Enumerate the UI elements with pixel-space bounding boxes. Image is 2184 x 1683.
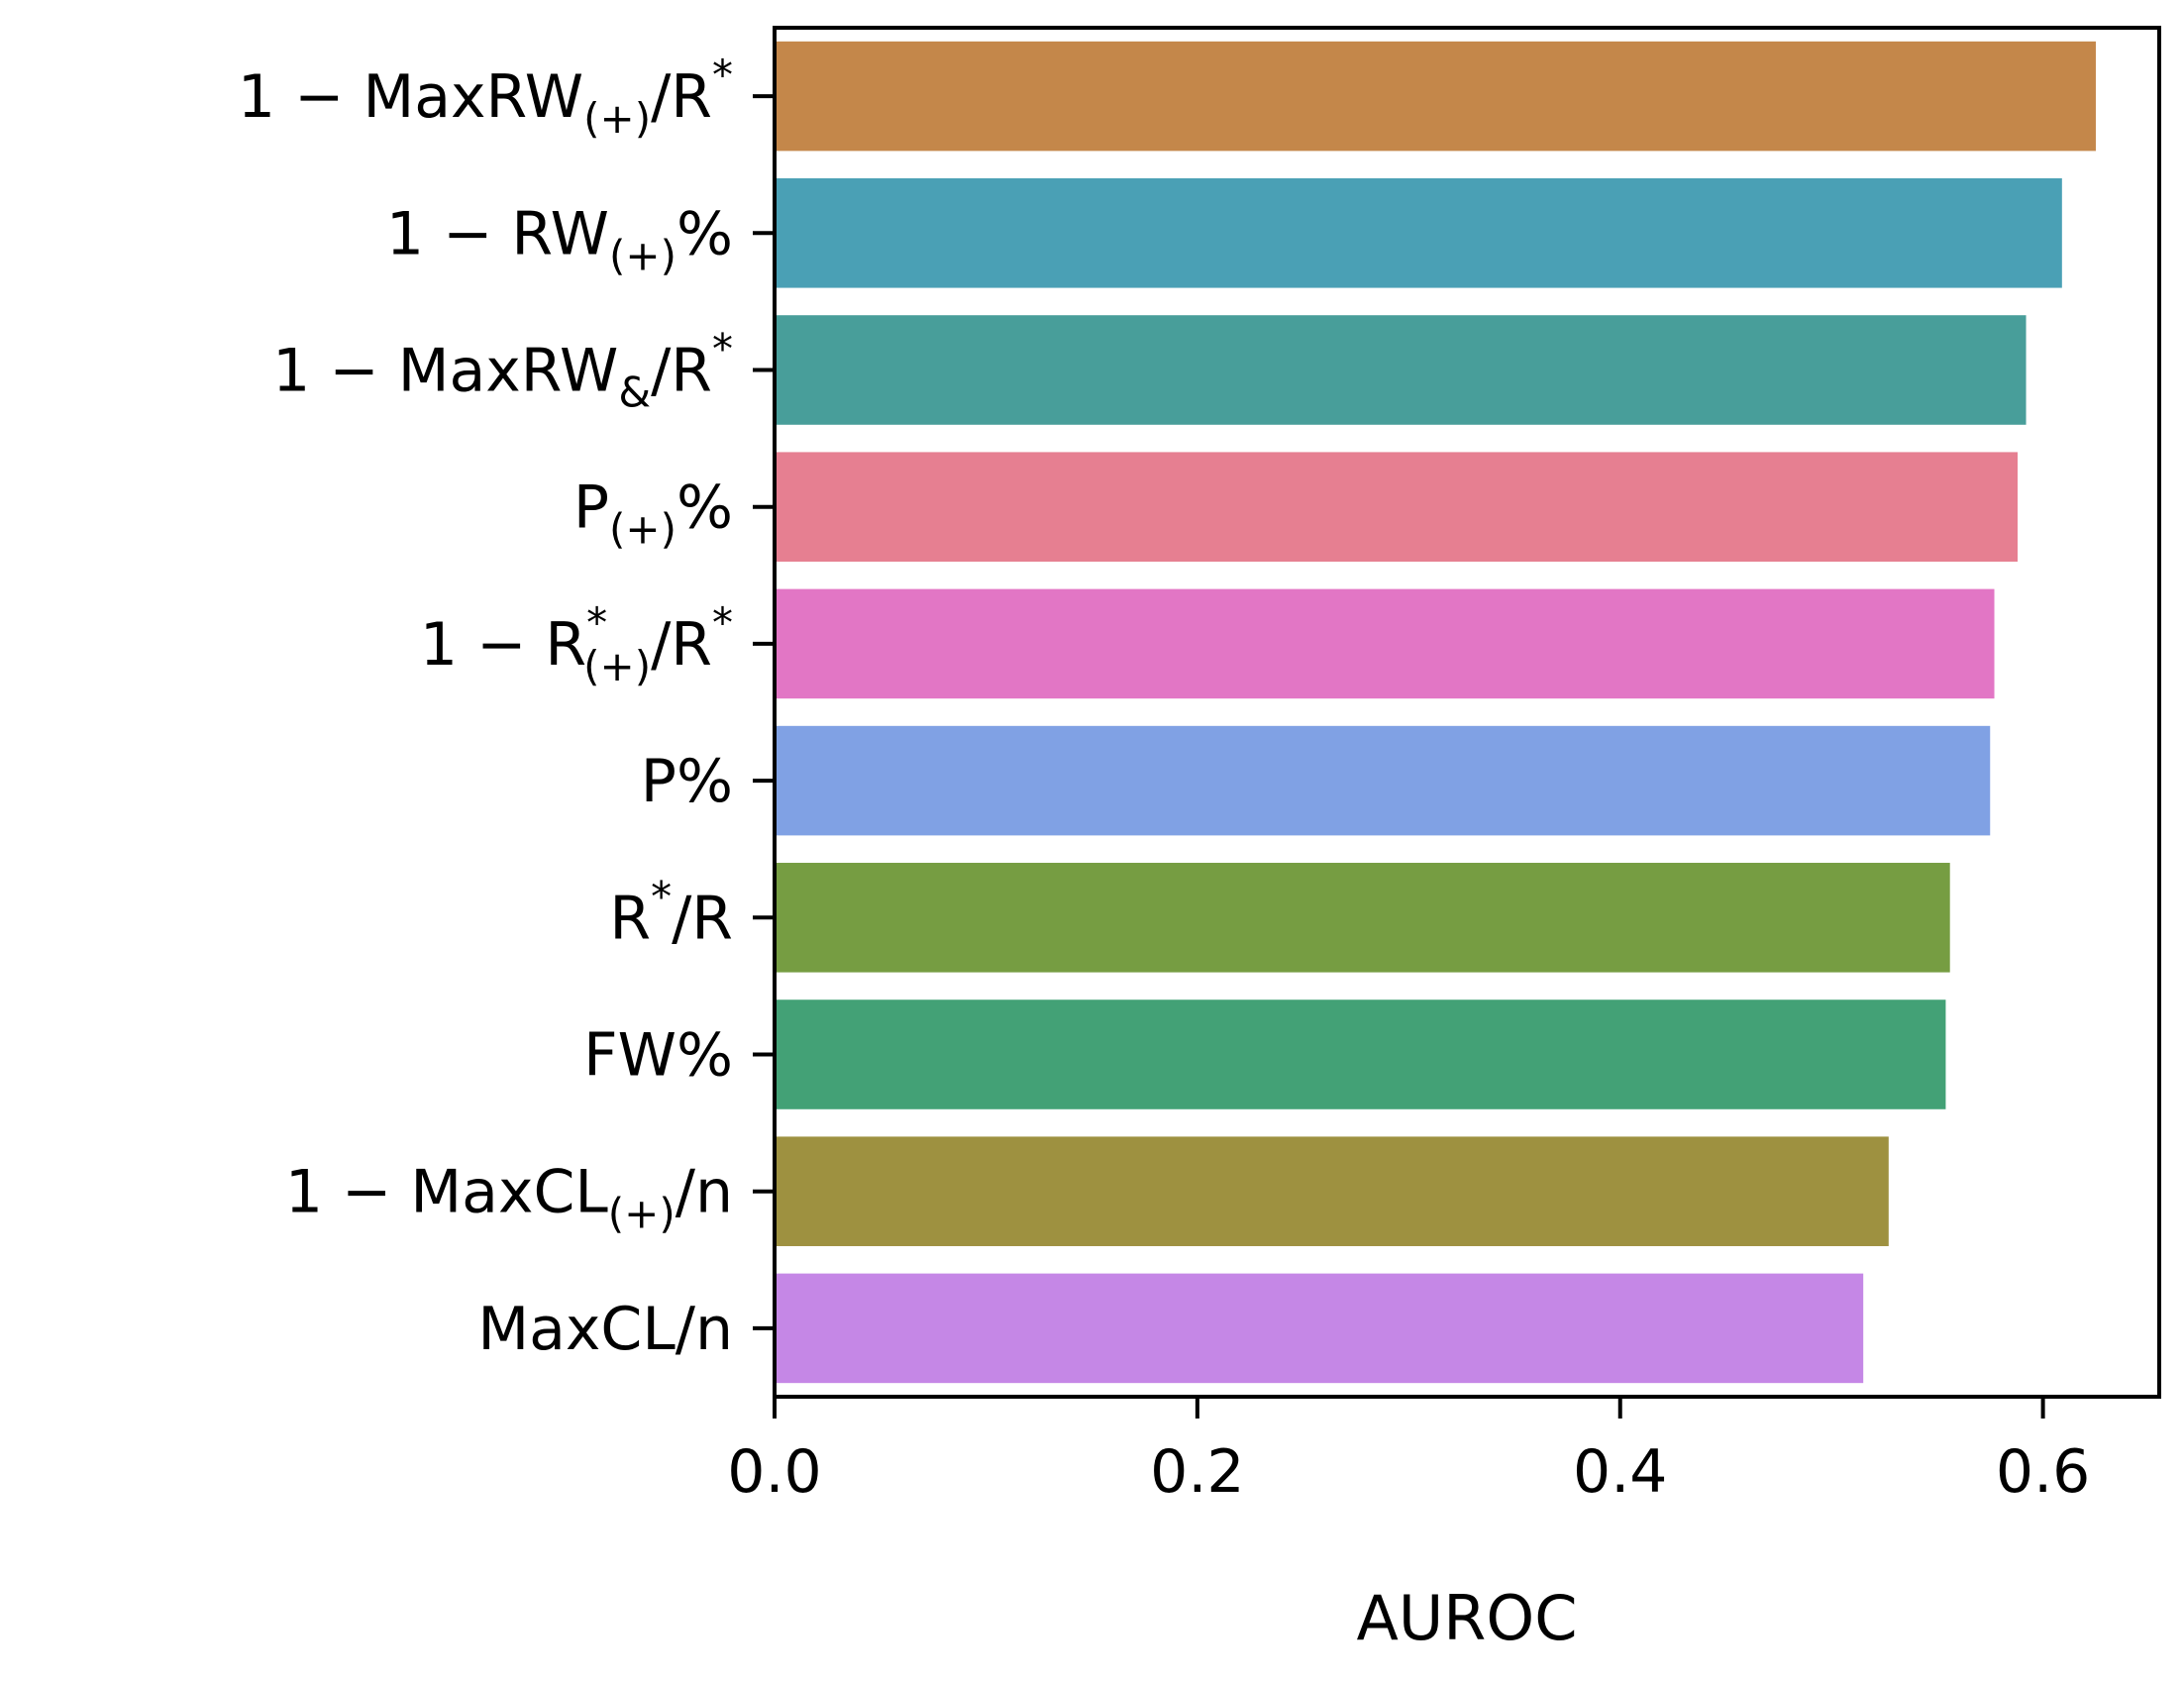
bar [775, 999, 1946, 1109]
x-tick-label: 0.6 [1996, 1437, 2090, 1507]
x-axis-ticks: 0.0 0.2 0.4 0.6 [727, 1397, 2090, 1507]
y-tick-label: P% [641, 747, 733, 816]
label-segment: /R [672, 884, 733, 953]
label-segment: * [651, 872, 672, 920]
bar [775, 1136, 1889, 1246]
label-segment: (+) [583, 94, 651, 143]
y-tick-label: P(+)% [573, 473, 733, 554]
label-segment: 1 − MaxRW [238, 62, 583, 132]
y-tick-label: 1 − MaxCL(+)/n [285, 1158, 733, 1238]
x-tick-label: 0.4 [1573, 1437, 1667, 1507]
y-tick-label: 1 − RW(+)% [386, 199, 733, 279]
label-segment: FW% [583, 1021, 733, 1091]
label-segment: /n [676, 1158, 733, 1227]
x-tick-label: 0.2 [1150, 1437, 1244, 1507]
bar [775, 41, 2096, 152]
label-segment: 1 − RW [386, 199, 609, 268]
label-segment: 1 − MaxRW [272, 337, 618, 406]
label-segment: /R [651, 610, 712, 680]
label-segment: P% [641, 747, 733, 816]
label-segment: * [712, 325, 733, 373]
label-segment: (+) [583, 642, 651, 690]
bar [775, 315, 2027, 425]
label-segment: (+) [609, 231, 676, 279]
label-segment: (+) [608, 1190, 676, 1238]
y-tick-label: R*/R [609, 872, 733, 953]
y-tick-label: 1 − R* (+)/R* [420, 598, 733, 690]
label-segment: /R [651, 337, 712, 406]
label-segment: 1 − MaxCL [285, 1158, 609, 1227]
bar [775, 863, 1950, 973]
label-segment: % [676, 199, 733, 268]
label-segment: MaxCL/n [477, 1295, 733, 1364]
axes-frame [773, 26, 2161, 1399]
bar [775, 725, 1991, 836]
label-segment: P [573, 473, 609, 543]
bar [775, 178, 2062, 288]
label-segment: * [712, 51, 733, 99]
bar [775, 588, 1995, 699]
bar [775, 1273, 1864, 1384]
bar [775, 452, 2018, 562]
label-segment: (+) [609, 505, 676, 554]
label-segment: /R [651, 62, 712, 132]
label-segment: 1 − R [420, 610, 586, 680]
x-axis-label: AUROC [1357, 1582, 1578, 1654]
label-segment: * [586, 598, 607, 647]
y-axis-ticks: 1 − MaxRW(+)/R*1 − RW(+)%1 − MaxRW&/R*P(… [238, 51, 775, 1364]
y-tick-label: FW% [583, 1021, 733, 1091]
label-segment: * [712, 598, 733, 647]
x-tick-label: 0.0 [727, 1437, 821, 1507]
bars-group [775, 41, 2096, 1384]
label-segment: % [676, 473, 733, 543]
y-tick-label: MaxCL/n [477, 1295, 733, 1364]
label-segment: & [618, 368, 651, 417]
label-segment: R [609, 884, 651, 953]
y-tick-label: 1 − MaxRW(+)/R* [238, 51, 733, 143]
y-tick-label: 1 − MaxRW&/R* [272, 325, 733, 417]
